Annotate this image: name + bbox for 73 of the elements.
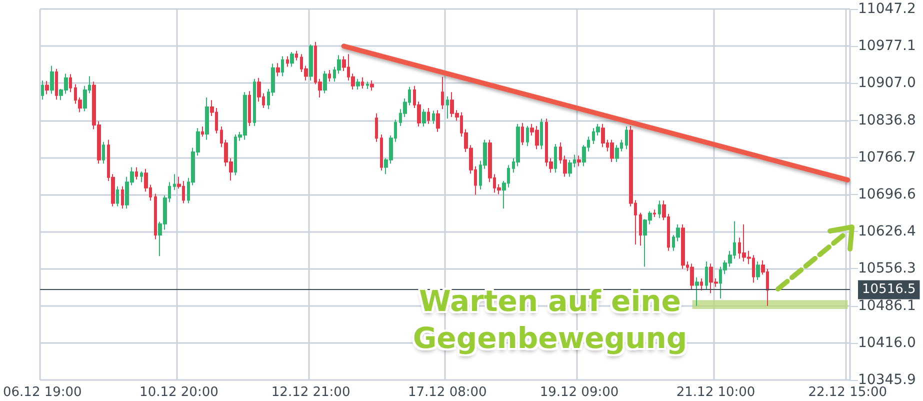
candlestick [361, 76, 364, 89]
candlestick [140, 171, 143, 183]
candlestick [681, 224, 685, 270]
candlestick [295, 50, 298, 61]
candlestick [705, 260, 708, 290]
candlestick [436, 110, 440, 132]
ref-line-label: 10516.5 [862, 282, 916, 298]
y-tick-label: 10626.4 [858, 224, 916, 240]
candlestick [286, 56, 289, 68]
candlestick [41, 80, 44, 100]
candlestick [756, 260, 760, 280]
candlestick [380, 134, 383, 171]
candlestick [69, 74, 72, 93]
candlestick [526, 126, 529, 147]
candlestick [653, 209, 656, 218]
candlestick [370, 80, 374, 92]
x-tick-label: 19.12 09:00 [540, 385, 619, 400]
candlestick [135, 166, 138, 180]
x-tick-label: 17.12 08:00 [408, 385, 487, 400]
y-tick-label: 10766.7 [858, 149, 916, 166]
candlestick [328, 69, 331, 82]
y-tick-label: 10836.8 [858, 112, 916, 128]
y-tick-label: 10486.1 [858, 298, 916, 314]
candlestick [116, 186, 119, 207]
x-tick-label: 21.12 10:00 [676, 385, 756, 400]
y-tick-label: 10345.9 [858, 372, 916, 388]
candlestick [610, 139, 614, 162]
candlestick [323, 70, 327, 94]
candlestick [173, 174, 176, 191]
candlestick [281, 56, 284, 77]
candlestick [625, 126, 628, 150]
x-tick-label: 22.12 15:00 [808, 385, 888, 400]
candlestick [695, 276, 699, 306]
candlestick [375, 112, 378, 142]
candlestick [446, 96, 449, 120]
candlestick [201, 126, 204, 138]
y-tick-label: 10977.1 [858, 38, 916, 54]
candlestick [690, 263, 694, 290]
candlestick [540, 118, 543, 150]
candlestick [290, 51, 294, 68]
candlestick [253, 78, 256, 127]
annotation: Warten auf eine Gegenbewegung [412, 283, 688, 357]
candlestick [427, 108, 430, 124]
candlestick [432, 110, 435, 124]
candlestick [121, 186, 124, 210]
candlestick [441, 76, 444, 110]
x-tick-label: 06.12 19:00 [2, 385, 82, 400]
candlestick [50, 65, 54, 94]
candlestick [639, 212, 642, 246]
candlestick [205, 96, 209, 140]
candlestick [554, 144, 557, 174]
candlestick [248, 90, 251, 127]
candlestick [309, 44, 313, 82]
candlestick [366, 81, 369, 90]
candlestick [577, 155, 581, 167]
candlestick [601, 123, 605, 148]
y-tick-label: 10416.0 [858, 334, 916, 351]
candlestick [276, 62, 280, 77]
x-tick-label: 10.12 20:00 [140, 385, 218, 400]
candlestick [154, 193, 157, 240]
candlestick [658, 200, 661, 219]
candlestick [45, 80, 49, 95]
candlestick [700, 278, 703, 292]
candlestick [356, 78, 360, 90]
y-tick-label: 11047.2 [858, 1, 916, 17]
y-tick-label: 10696.6 [858, 186, 916, 202]
candlestick [422, 108, 426, 128]
candlestick [521, 122, 524, 146]
candlestick [55, 68, 58, 100]
y-tick-label: 10556.3 [858, 260, 916, 277]
y-tick-label: 10907.0 [858, 75, 916, 92]
x-tick-label: 12.12 21:00 [271, 385, 350, 400]
candlestick [102, 141, 105, 164]
